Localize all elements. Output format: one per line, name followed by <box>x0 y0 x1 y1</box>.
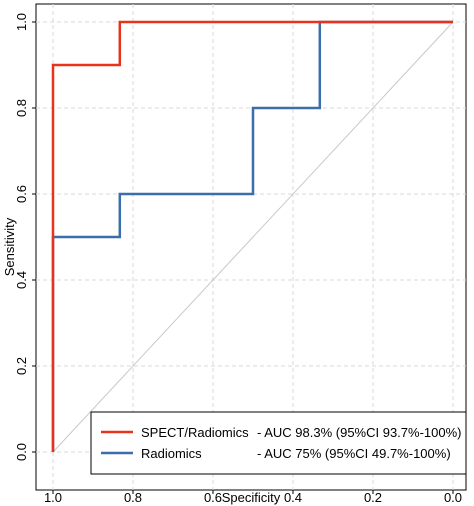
y-tick-label: 0.4 <box>14 271 29 289</box>
radiomics-curve <box>51 20 453 452</box>
legend-metric-radiomics: - AUC 75% (95%CI 49.7%-100%) <box>257 446 451 461</box>
y-tick-label: 0.2 <box>14 357 29 375</box>
legend-metric-spect-radiomics: - AUC 98.3% (95%CI 93.7%-100%) <box>257 425 461 440</box>
x-tick-label: 0.8 <box>124 490 142 505</box>
x-tick-label: 0.2 <box>364 490 382 505</box>
x-tick-label: 0.4 <box>284 490 302 505</box>
x-axis-label: Specificity <box>222 490 281 505</box>
spect-radiomics-curve <box>51 20 453 452</box>
legend-label-spect-radiomics: SPECT/Radiomics <box>141 425 249 440</box>
legend-box <box>90 411 467 475</box>
legend-label-radiomics: Radiomics <box>141 446 202 461</box>
ticks-layer: 1.0 0.8 0.6 0.4 0.2 0.0 0.0 0.2 0.4 0.6 0.8 1.0 <box>14 13 462 505</box>
plot-frame <box>35 3 467 491</box>
reference-layer <box>52 21 454 453</box>
y-tick-label: 0.0 <box>14 443 29 461</box>
y-tick-label: 0.8 <box>14 99 29 117</box>
legend: SPECT/Radiomics - AUC 98.3% (95%CI 93.7%… <box>90 411 467 475</box>
y-axis-label: Sensitivity <box>2 217 17 276</box>
y-tick-label: 1.0 <box>14 13 29 31</box>
x-tick-label: 0.6 <box>204 490 222 505</box>
y-tick-label: 0.6 <box>14 185 29 203</box>
x-tick-label: 0.0 <box>444 490 462 505</box>
reference-diagonal <box>52 21 454 453</box>
x-tick-label: 1.0 <box>44 490 62 505</box>
series-layer <box>51 20 453 452</box>
